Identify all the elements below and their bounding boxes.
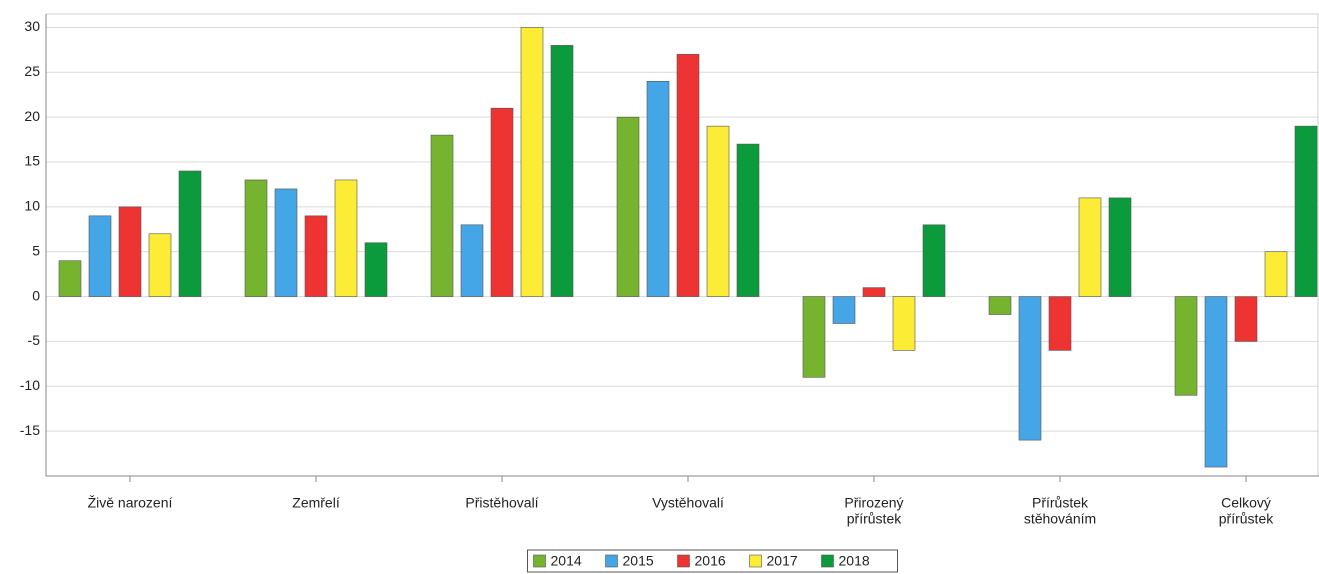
x-tick-label: Vystěhovalí bbox=[652, 495, 724, 511]
y-tick-label: 25 bbox=[24, 63, 40, 79]
legend-swatch bbox=[677, 554, 690, 568]
bar bbox=[892, 296, 916, 351]
bar bbox=[988, 296, 1012, 315]
bar bbox=[646, 80, 670, 297]
bar bbox=[334, 179, 358, 297]
bar bbox=[1048, 296, 1072, 351]
legend-swatch bbox=[749, 554, 762, 568]
y-tick-label: 10 bbox=[24, 198, 40, 214]
y-tick-label: 0 bbox=[32, 287, 40, 303]
legend-label: 2017 bbox=[767, 553, 798, 569]
y-tick-label: -15 bbox=[20, 422, 40, 438]
y-tick-label: 5 bbox=[32, 242, 40, 258]
legend-label: 2015 bbox=[623, 553, 654, 569]
bar bbox=[304, 215, 328, 297]
bar bbox=[922, 224, 946, 297]
x-tick-label: Přirozený bbox=[844, 495, 903, 511]
legend-box bbox=[527, 549, 898, 573]
x-tick-label: Živě narození bbox=[88, 495, 173, 511]
bar bbox=[550, 45, 574, 297]
bar bbox=[706, 125, 730, 297]
y-tick-label: -5 bbox=[28, 332, 41, 348]
x-tick-label: stěhováním bbox=[1024, 511, 1096, 527]
bar bbox=[676, 54, 700, 297]
bar bbox=[430, 134, 454, 297]
x-tick-label: Zemřelí bbox=[292, 495, 340, 511]
bar bbox=[802, 296, 826, 378]
y-tick-label: 30 bbox=[24, 18, 40, 34]
bar bbox=[490, 107, 514, 297]
legend-label: 2014 bbox=[551, 553, 582, 569]
bar bbox=[1018, 296, 1042, 441]
bar bbox=[1234, 296, 1258, 342]
bar bbox=[1204, 296, 1228, 468]
bar bbox=[736, 143, 760, 297]
bar bbox=[1078, 197, 1102, 297]
bar bbox=[364, 242, 388, 297]
x-tick-label: Přírůstek bbox=[1032, 495, 1089, 511]
x-tick-label: Přistěhovalí bbox=[465, 495, 538, 511]
legend-swatch bbox=[605, 554, 618, 568]
x-tick-label: přírůstek bbox=[847, 511, 902, 527]
x-tick-label: přírůstek bbox=[1219, 511, 1274, 527]
y-tick-label: 20 bbox=[24, 108, 40, 124]
bar bbox=[1264, 251, 1288, 297]
bar bbox=[1108, 197, 1132, 297]
bar bbox=[1174, 296, 1198, 396]
x-tick-label: Celkový bbox=[1221, 495, 1271, 511]
bar bbox=[460, 224, 484, 297]
bar bbox=[832, 296, 856, 324]
legend-label: 2018 bbox=[839, 553, 870, 569]
bar bbox=[58, 260, 82, 297]
legend-swatch bbox=[533, 554, 546, 568]
bar bbox=[148, 233, 172, 297]
y-tick-label: -10 bbox=[20, 377, 40, 393]
bar bbox=[178, 170, 202, 297]
bar bbox=[88, 215, 112, 297]
legend-label: 2016 bbox=[695, 553, 726, 569]
bar bbox=[118, 206, 142, 297]
bar bbox=[274, 188, 298, 297]
y-tick-label: 15 bbox=[24, 153, 40, 169]
bar bbox=[244, 179, 268, 297]
legend-swatch bbox=[821, 554, 834, 568]
bar bbox=[862, 287, 886, 297]
bar bbox=[1294, 125, 1318, 297]
bar bbox=[616, 116, 640, 297]
bar bbox=[520, 27, 544, 297]
